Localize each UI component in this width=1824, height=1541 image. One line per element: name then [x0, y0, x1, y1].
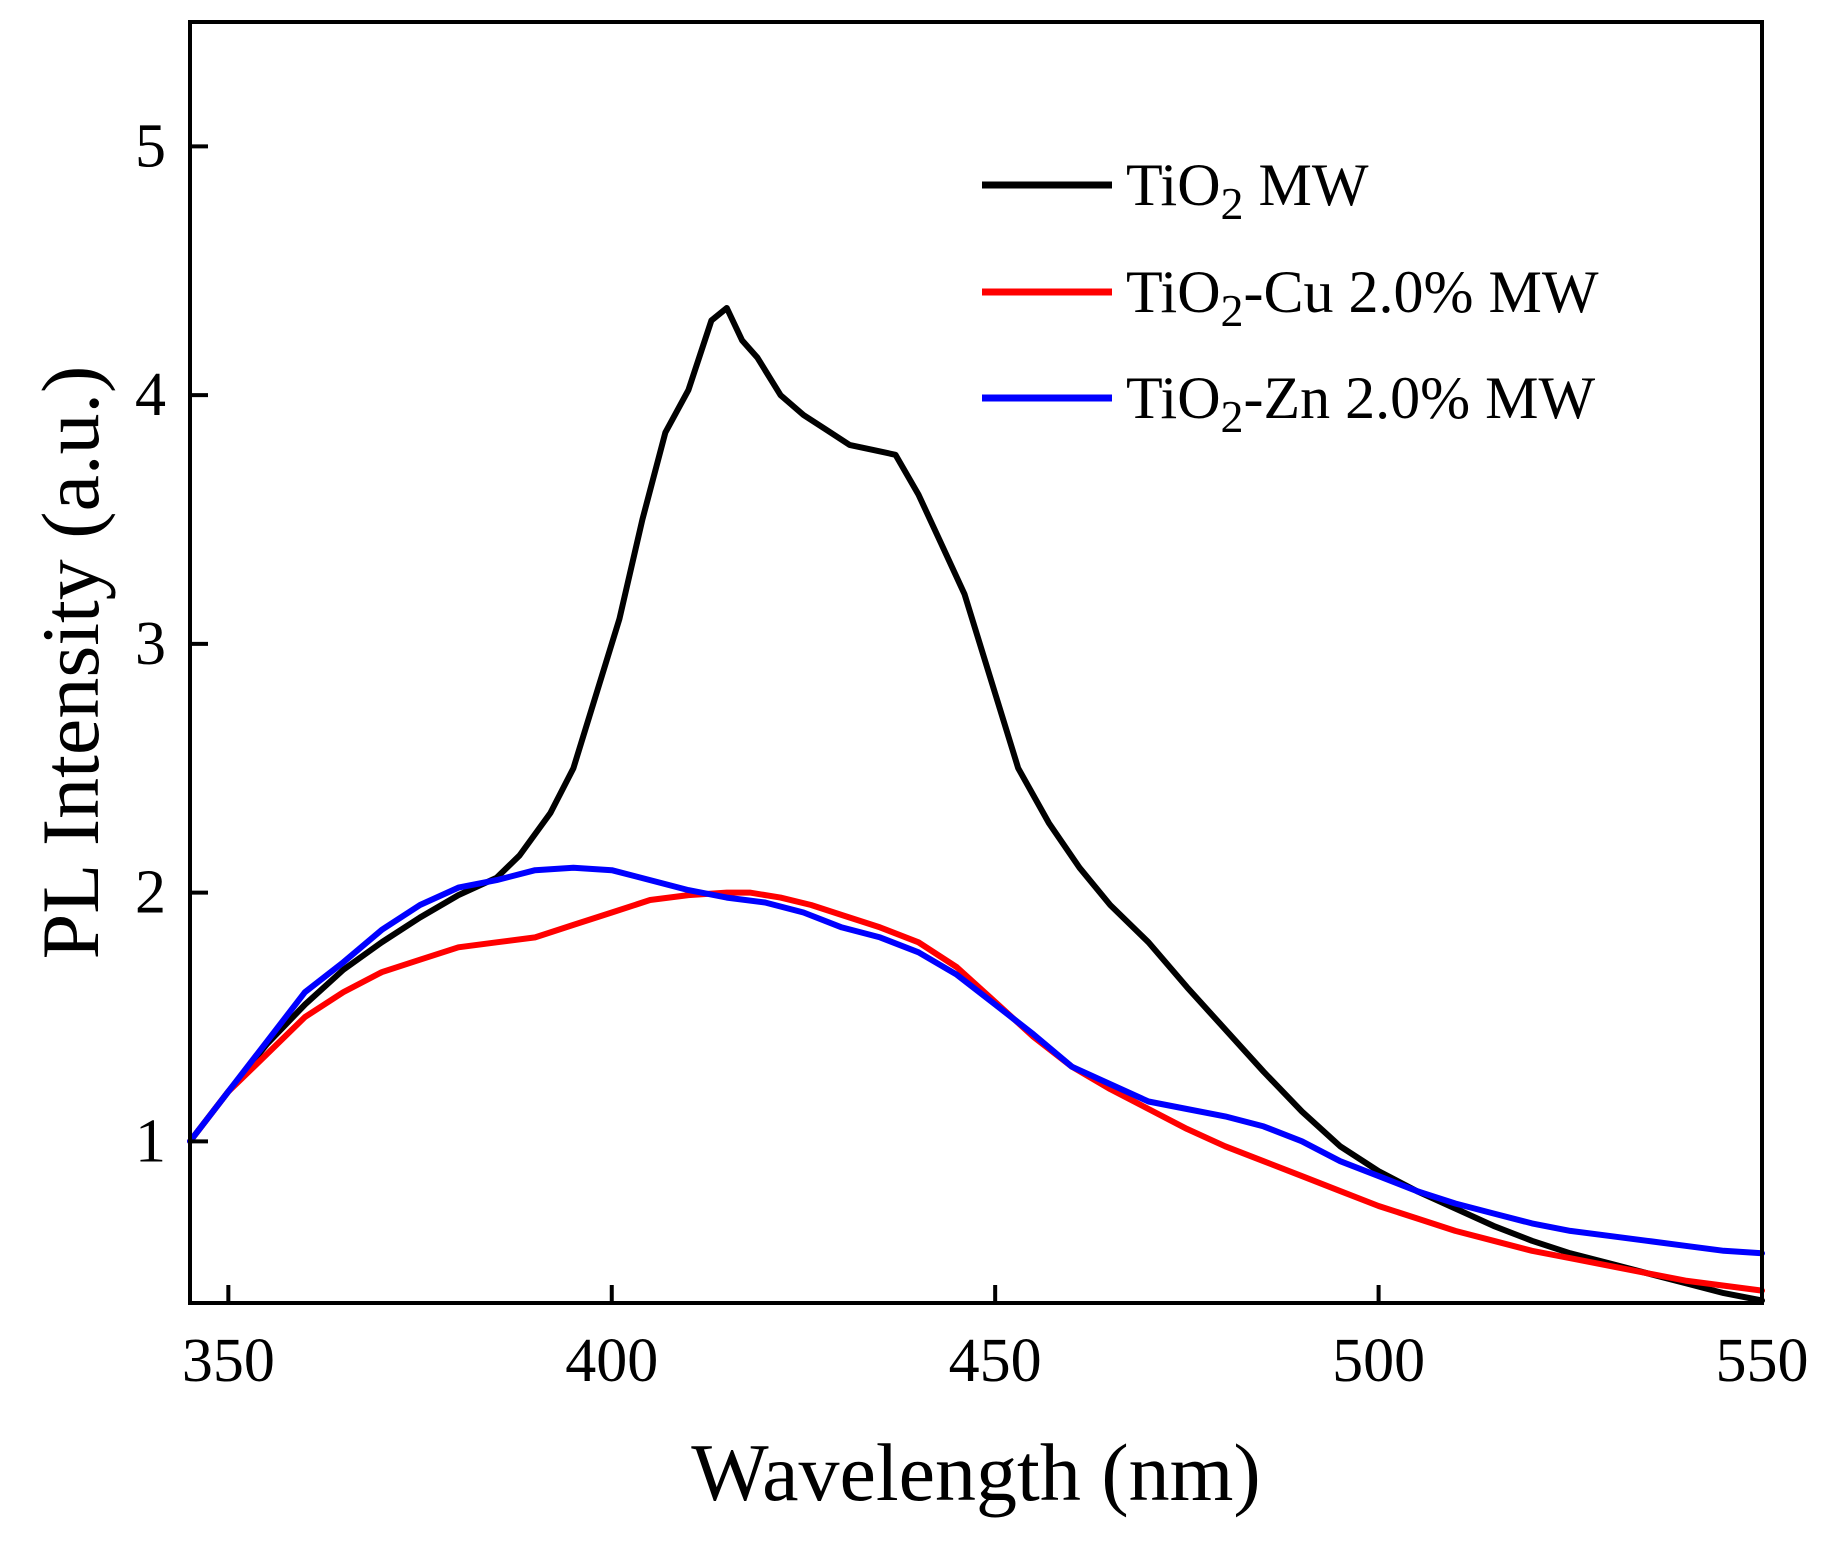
- x-tick-label: 450: [949, 1327, 1042, 1395]
- x-tick-label: 400: [565, 1327, 658, 1395]
- legend-label-2: TiO2-Cu 2.0% MW: [1126, 259, 1599, 336]
- y-tick-label: 4: [135, 361, 166, 429]
- legend-label-1: TiO2 MW: [1126, 152, 1369, 229]
- x-tick-label: 550: [1716, 1327, 1809, 1395]
- y-tick-label: 3: [135, 610, 166, 678]
- y-tick-label: 2: [135, 859, 166, 927]
- series-line-3: [187, 864, 1765, 1257]
- legend: TiO2 MW TiO2-Cu 2.0% MW TiO2-Zn 2.0% MW: [982, 152, 1599, 442]
- x-axis-title: Wavelength (nm): [691, 1427, 1260, 1518]
- series-layer: [187, 305, 1765, 1304]
- x-tick-label: 350: [182, 1327, 275, 1395]
- plot-frame: [188, 20, 1764, 1305]
- y-tick-label: 1: [135, 1107, 166, 1175]
- series-line-1: [187, 305, 1765, 1304]
- x-tick-label: 500: [1332, 1327, 1425, 1395]
- legend-label-3: TiO2-Zn 2.0% MW: [1126, 365, 1596, 442]
- series-line-2: [187, 889, 1765, 1294]
- axis-ticks: 350 400 450 500 550 1 2 3 4 5: [135, 112, 1809, 1395]
- y-tick-label: 5: [135, 112, 166, 180]
- y-axis-title: PL Intensity (a.u.): [25, 366, 116, 960]
